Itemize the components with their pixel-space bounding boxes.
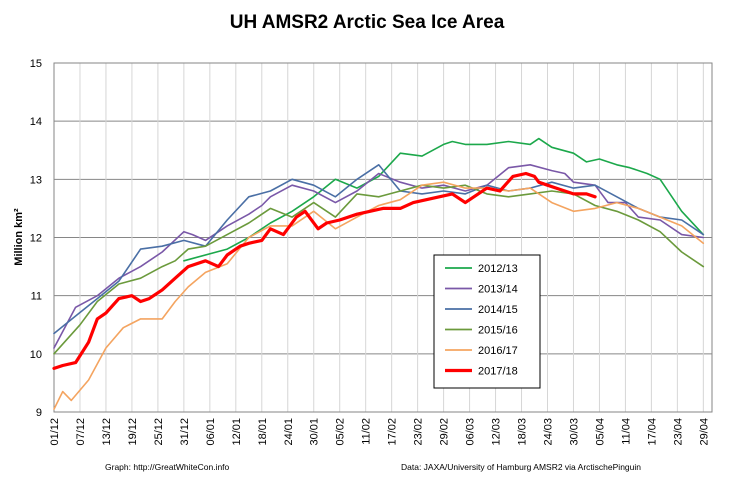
- x-tick-label: 29/02: [439, 418, 451, 446]
- legend-entry: 2012/13: [478, 263, 518, 275]
- y-tick-label: 14: [30, 116, 42, 128]
- x-tick-label: 24/01: [283, 418, 295, 446]
- x-tick-label: 30/03: [568, 418, 580, 446]
- x-tick-label: 24/03: [543, 418, 555, 446]
- legend-entry: 2014/15: [478, 304, 518, 316]
- y-tick-label: 12: [30, 233, 42, 245]
- series-line-2016-17: [53, 181, 705, 410]
- series-line-2015-16: [53, 184, 705, 355]
- x-tick-label: 12/03: [491, 418, 503, 446]
- y-tick-label: 9: [36, 407, 42, 419]
- plot-area: [53, 62, 713, 413]
- series-line-2017-18: [52, 171, 597, 370]
- x-tick-label: 29/04: [698, 418, 710, 446]
- series-line-2013-14: [53, 164, 705, 349]
- x-tick-label: 05/04: [594, 418, 606, 446]
- y-tick-label: 10: [30, 349, 42, 361]
- legend-entry: 2015/16: [478, 325, 518, 337]
- x-tick-label: 12/01: [231, 418, 243, 446]
- x-tick-label: 13/12: [101, 418, 113, 446]
- x-tick-label: 17/04: [646, 418, 658, 446]
- series-line-2014-15: [53, 164, 705, 335]
- x-tick-label: 25/12: [153, 418, 165, 446]
- x-tick-label: 11/02: [361, 418, 373, 445]
- x-tick-label: 18/03: [517, 418, 529, 446]
- legend-box: [433, 254, 541, 389]
- x-tick-label: 17/02: [387, 418, 399, 446]
- x-tick-label: 11/04: [620, 418, 632, 445]
- x-axis: 01/12 07/12 13/12 19/12 25/12 31/12 06/01 12/01…: [49, 418, 710, 446]
- x-tick-label: 23/02: [413, 418, 425, 446]
- legend-entry: 2017/18: [478, 366, 518, 378]
- legend-entry: 2016/17: [478, 345, 518, 357]
- x-tick-label: 19/12: [127, 418, 139, 446]
- y-tick-label: 15: [30, 58, 42, 70]
- series-line-2012-13: [183, 137, 705, 262]
- x-tick-label: 06/01: [205, 418, 217, 446]
- footer-credit-left: Graph: http://GreatWhiteCon.info: [105, 462, 230, 472]
- x-tick-label: 18/01: [257, 418, 269, 446]
- y-axis-label: Million km²: [13, 208, 25, 266]
- y-axis: 9 10 11 12 13 14 15: [30, 58, 42, 419]
- x-tick-label: 06/03: [465, 418, 477, 446]
- legend-entry: 2013/14: [478, 284, 518, 296]
- x-tick-label: 07/12: [75, 418, 87, 446]
- grid: [53, 62, 712, 413]
- y-tick-label: 11: [31, 291, 42, 303]
- x-tick-label: 31/12: [179, 418, 191, 446]
- footer-credit-right: Data: JAXA/University of Hamburg AMSR2 v…: [401, 462, 641, 472]
- chart-title: UH AMSR2 Arctic Sea Ice Area: [230, 12, 505, 33]
- x-tick-label: 30/01: [309, 418, 321, 446]
- x-tick-label: 01/12: [49, 418, 61, 446]
- y-tick-label: 13: [30, 174, 42, 186]
- x-tick-label: 23/04: [672, 418, 684, 446]
- series-lines: [52, 137, 705, 410]
- legend: 2012/13 2013/14 2014/15 2015/16 2016/17 2017/…: [433, 254, 541, 389]
- x-tick-label: 05/02: [335, 418, 347, 446]
